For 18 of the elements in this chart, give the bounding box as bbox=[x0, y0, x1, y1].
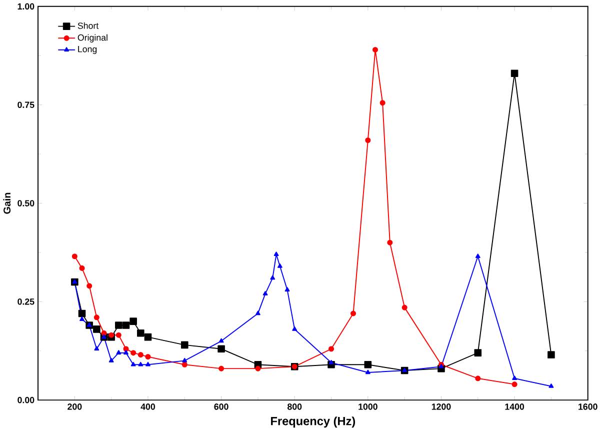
legend-label: Short bbox=[78, 22, 99, 29]
x-axis-title: Frequency (Hz) bbox=[271, 416, 356, 428]
y-tick-label: 0.50 bbox=[18, 200, 34, 206]
x-tick-label: 600 bbox=[214, 404, 228, 410]
x-tick-label: 400 bbox=[140, 404, 156, 410]
legend-label: Original bbox=[78, 34, 108, 43]
x-tick-label: 800 bbox=[287, 404, 302, 410]
x-tick-label: 200 bbox=[68, 404, 82, 410]
x-tick-label: 1000 bbox=[358, 404, 378, 410]
y-tick-label: 0.75 bbox=[18, 102, 34, 108]
x-tick-label: 1200 bbox=[432, 404, 451, 410]
y-tick-label: 1.00 bbox=[18, 3, 34, 10]
y-axis-title: Gain bbox=[3, 192, 11, 214]
x-tick-label: 1400 bbox=[505, 404, 524, 410]
y-tick-label: 0.00 bbox=[18, 396, 34, 404]
y-tick-label: 0.25 bbox=[18, 298, 34, 305]
legend-label: Long bbox=[78, 46, 97, 54]
x-tick-label: 1600 bbox=[578, 404, 598, 410]
